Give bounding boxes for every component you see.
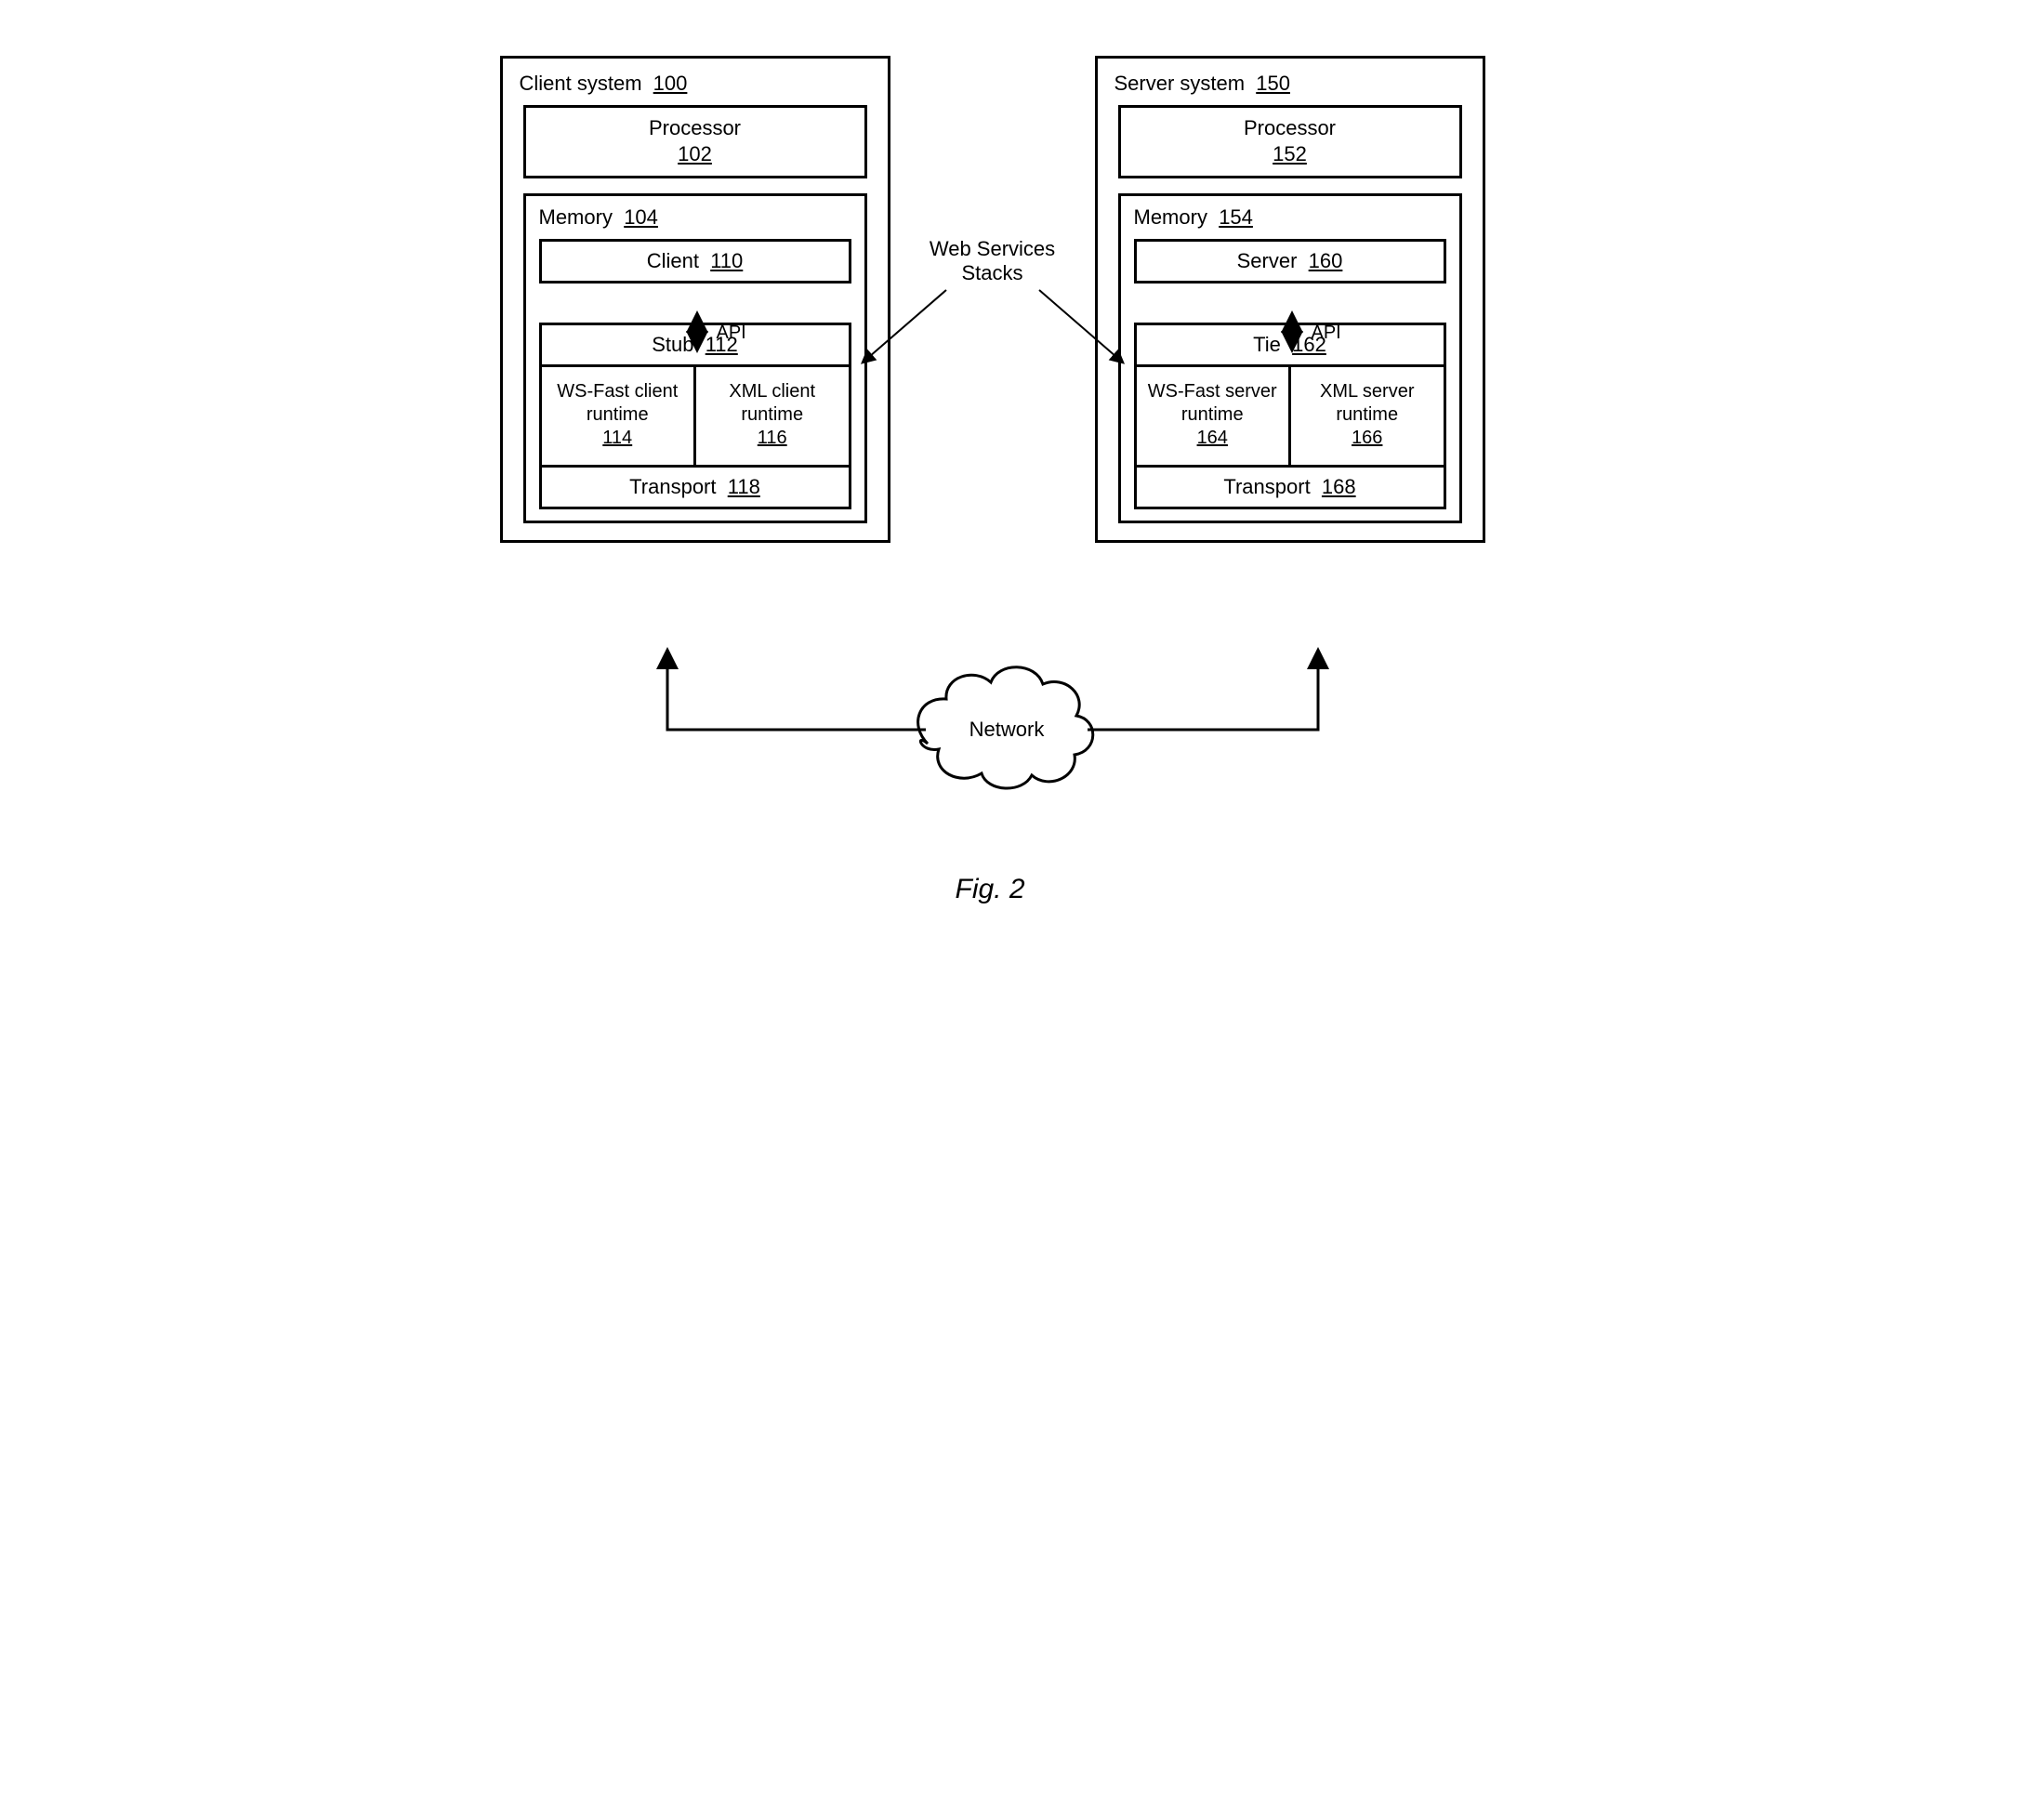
- network-to-server-arrow: [1088, 651, 1318, 730]
- client-system-num: 100: [653, 72, 688, 95]
- client-processor-box: Processor 102: [523, 105, 867, 178]
- web-services-stacks-label: Web Services Stacks: [928, 237, 1058, 286]
- server-wsfast-num: 164: [1197, 428, 1228, 448]
- server-stack-box: Tie 162 WS-Fast server runtime 164 XML s…: [1134, 323, 1446, 509]
- server-memory-label: Memory: [1134, 205, 1207, 229]
- network-to-client-arrow: [667, 651, 926, 730]
- client-api-label: API: [717, 323, 746, 344]
- client-memory-label: Memory: [539, 205, 613, 229]
- client-xml-num: 116: [758, 428, 787, 448]
- network-cloud: Network: [917, 667, 1092, 788]
- server-system-num: 150: [1256, 72, 1290, 95]
- server-processor-num: 152: [1273, 141, 1307, 167]
- client-wsfast-num: 114: [602, 428, 632, 448]
- center-label-line1: Web Services: [930, 237, 1055, 260]
- center-label-line2: Stacks: [961, 261, 1022, 284]
- server-transport-label: Transport: [1223, 475, 1310, 498]
- client-system-label: Client system: [520, 72, 642, 95]
- server-memory-box: Memory 154 Server 160 Tie 162 WS-Fast se…: [1118, 193, 1462, 523]
- server-memory-num: 154: [1219, 205, 1253, 229]
- client-memory-num: 104: [624, 205, 658, 229]
- client-transport-row: Transport 118: [542, 465, 849, 507]
- server-wsfast-label: WS-Fast server runtime: [1148, 381, 1277, 425]
- server-system-title: Server system 150: [1114, 72, 1470, 96]
- client-wsfast-cell: WS-Fast client runtime 114: [542, 367, 697, 465]
- client-transport-num: 118: [728, 475, 760, 498]
- server-memory-title: Memory 154: [1134, 205, 1450, 230]
- client-app-box: Client 110: [539, 239, 851, 284]
- server-wsfast-cell: WS-Fast server runtime 164: [1137, 367, 1292, 465]
- server-transport-row: Transport 168: [1137, 465, 1444, 507]
- client-app-label: Client: [647, 249, 699, 272]
- server-processor-label: Processor: [1121, 115, 1459, 141]
- client-wsfast-label: WS-Fast client runtime: [557, 381, 678, 425]
- client-transport-label: Transport: [629, 475, 716, 498]
- network-label-text: Network: [969, 718, 1045, 741]
- server-transport-num: 168: [1322, 475, 1356, 498]
- server-api-label: API: [1312, 323, 1341, 344]
- client-xml-label: XML client runtime: [729, 381, 815, 425]
- server-system-label: Server system: [1114, 72, 1246, 95]
- server-tie-row: Tie 162: [1137, 325, 1444, 367]
- server-app-num: 160: [1309, 249, 1343, 272]
- client-stub-row: Stub 112: [542, 325, 849, 367]
- server-xml-num: 166: [1352, 428, 1382, 448]
- server-tie-label: Tie: [1253, 333, 1281, 356]
- server-runtime-row: WS-Fast server runtime 164 XML server ru…: [1137, 367, 1444, 465]
- server-app-label: Server: [1237, 249, 1298, 272]
- client-memory-box: Memory 104 Client 110 Stub 112 WS-Fast c…: [523, 193, 867, 523]
- server-xml-label: XML server runtime: [1320, 381, 1415, 425]
- diagram-canvas: Client system 100 Processor 102 Memory 1…: [481, 37, 1550, 948]
- client-processor-num: 102: [678, 141, 712, 167]
- client-stub-label: Stub: [652, 333, 693, 356]
- client-xml-cell: XML client runtime 116: [696, 367, 849, 465]
- client-app-num: 110: [710, 249, 743, 272]
- client-system-title: Client system 100: [520, 72, 875, 96]
- server-processor-box: Processor 152: [1118, 105, 1462, 178]
- server-system-box: Server system 150 Processor 152 Memory 1…: [1095, 56, 1485, 543]
- client-memory-title: Memory 104: [539, 205, 855, 230]
- client-runtime-row: WS-Fast client runtime 114 XML client ru…: [542, 367, 849, 465]
- figure-caption: Fig. 2: [956, 874, 1025, 905]
- server-app-box: Server 160: [1134, 239, 1446, 284]
- client-processor-label: Processor: [526, 115, 864, 141]
- server-xml-cell: XML server runtime 166: [1291, 367, 1444, 465]
- client-stack-box: Stub 112 WS-Fast client runtime 114 XML …: [539, 323, 851, 509]
- client-system-box: Client system 100 Processor 102 Memory 1…: [500, 56, 890, 543]
